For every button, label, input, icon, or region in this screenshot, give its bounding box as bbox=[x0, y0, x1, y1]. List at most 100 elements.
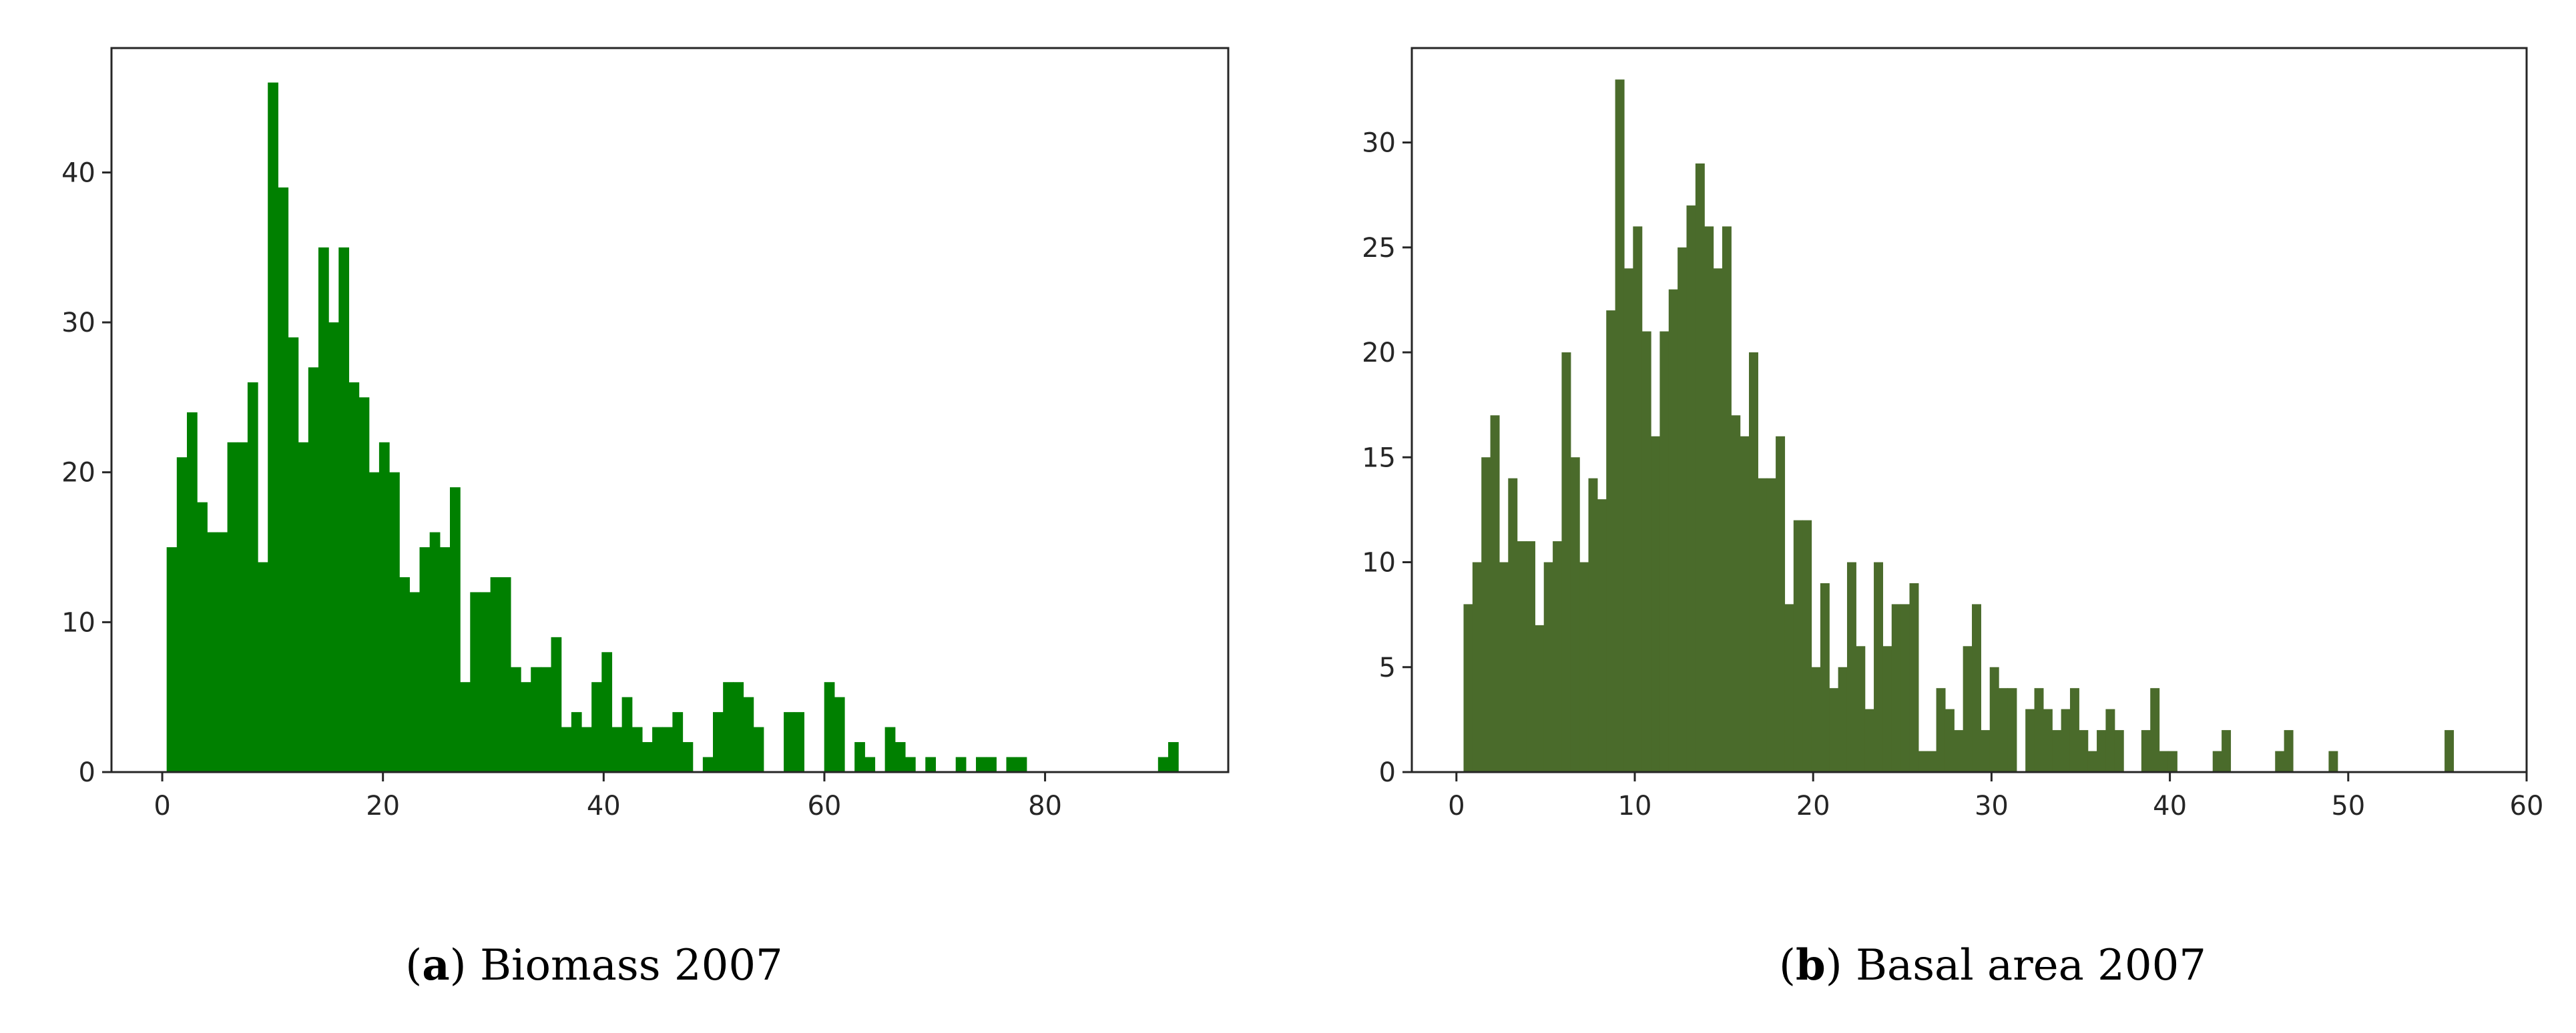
basal-area-bar bbox=[2222, 730, 2232, 772]
basal-area-bar bbox=[2328, 751, 2338, 772]
basal-area-bar bbox=[2167, 751, 2177, 772]
basal-area-bar bbox=[2150, 688, 2160, 772]
biomass-bar bbox=[854, 742, 865, 772]
biomass-bar bbox=[794, 712, 804, 772]
biomass-bar bbox=[591, 682, 602, 772]
basal-area-bar bbox=[2141, 730, 2151, 772]
basal-area-bar bbox=[1811, 667, 1821, 772]
biomass-bar bbox=[955, 757, 967, 772]
basal-area-bar bbox=[1846, 562, 1856, 772]
biomass-bar bbox=[247, 382, 258, 772]
biomass-bar bbox=[217, 532, 228, 772]
basal-area-x-ticks: 0 10 20 30 40 50 60 bbox=[1448, 772, 2543, 821]
basal-area-y-ticks: 0 5 10 15 20 25 30 bbox=[1362, 128, 1412, 788]
basal-area-bar bbox=[2079, 730, 2089, 772]
biomass-bar bbox=[894, 742, 906, 772]
biomass-bar bbox=[298, 442, 309, 772]
biomass-bar bbox=[308, 367, 319, 772]
biomass-bar bbox=[641, 742, 653, 772]
biomass-bar bbox=[176, 457, 188, 772]
basal-area-bar bbox=[1543, 562, 1553, 772]
biomass-x-ticks: 0 20 40 60 80 bbox=[154, 772, 1062, 821]
biomass-bar bbox=[1168, 742, 1179, 772]
biomass-bar bbox=[611, 727, 623, 772]
biomass-bar bbox=[571, 712, 582, 772]
biomass-caption: (a) Biomass 2007 bbox=[405, 940, 783, 990]
basal-area-bar bbox=[1597, 499, 1607, 772]
basal-area-bar bbox=[1508, 478, 1518, 772]
basal-area-x-tick-label: 30 bbox=[1975, 791, 2009, 821]
biomass-bar bbox=[601, 652, 613, 772]
basal-area-bar bbox=[1704, 226, 1714, 772]
basal-area-bar bbox=[1659, 331, 1669, 772]
basal-area-bar bbox=[1793, 520, 1803, 772]
biomass-y-tick-label: 40 bbox=[61, 157, 95, 188]
biomass-bar bbox=[470, 592, 481, 772]
basal-area-bar bbox=[1553, 541, 1563, 772]
basal-area-histogram-panel: 0 5 10 15 20 25 30 0 10 20 30 40 50 60 (b) Basal are… bbox=[1362, 47, 2543, 990]
basal-area-bar bbox=[1999, 688, 2009, 772]
biomass-bar bbox=[864, 757, 876, 772]
biomass-bar bbox=[490, 577, 501, 772]
biomass-bar bbox=[672, 712, 684, 772]
biomass-bar bbox=[976, 757, 987, 772]
basal-area-bar bbox=[1749, 352, 1758, 772]
biomass-bar bbox=[621, 697, 633, 772]
basal-area-bar bbox=[1740, 436, 1750, 772]
basal-area-bar bbox=[1535, 625, 1545, 772]
basal-area-bar bbox=[1766, 478, 1776, 772]
basal-area-bar bbox=[2043, 709, 2053, 772]
basal-area-bar bbox=[2087, 751, 2097, 772]
basal-area-bar bbox=[1900, 604, 1910, 772]
biomass-x-tick-label: 20 bbox=[366, 791, 400, 821]
biomass-x-tick-label: 60 bbox=[807, 791, 841, 821]
basal-area-bar bbox=[2052, 730, 2062, 772]
biomass-bar bbox=[521, 682, 531, 772]
basal-area-bar bbox=[1722, 226, 1732, 772]
basal-area-bar bbox=[1641, 331, 1651, 772]
biomass-bar bbox=[348, 382, 360, 772]
basal-area-bar bbox=[2159, 751, 2169, 772]
basal-area-bar bbox=[1615, 79, 1625, 772]
basal-area-bar bbox=[2061, 709, 2071, 772]
basal-area-x-tick-label: 50 bbox=[2331, 791, 2365, 821]
basal-area-bar bbox=[1909, 583, 1919, 772]
basal-area-bar bbox=[1633, 226, 1643, 772]
basal-area-bar bbox=[2212, 751, 2222, 772]
biomass-bar bbox=[278, 187, 289, 772]
biomass-bar bbox=[480, 592, 491, 772]
biomass-bar bbox=[510, 667, 521, 772]
biomass-bar bbox=[358, 397, 370, 772]
basal-area-y-tick-label: 25 bbox=[1362, 233, 1396, 264]
biomass-bar bbox=[460, 682, 471, 772]
biomass-bars bbox=[166, 82, 1179, 773]
basal-area-bar bbox=[1972, 604, 1981, 772]
biomass-bar bbox=[905, 757, 916, 772]
basal-area-bar bbox=[1499, 562, 1509, 772]
basal-area-y-tick-label: 30 bbox=[1362, 128, 1396, 159]
basal-area-y-tick-label: 10 bbox=[1362, 548, 1396, 579]
basal-area-bar bbox=[1526, 541, 1535, 772]
basal-area-bar bbox=[2114, 730, 2124, 772]
basal-area-caption: (b) Basal area 2007 bbox=[1779, 940, 2206, 990]
basal-area-bar bbox=[1989, 667, 1999, 772]
basal-area-bar bbox=[1963, 646, 1973, 772]
basal-area-x-tick-label: 20 bbox=[1796, 791, 1830, 821]
basal-area-bar bbox=[1668, 289, 1678, 772]
basal-area-bar bbox=[1864, 709, 1874, 772]
basal-area-bar bbox=[1490, 415, 1500, 772]
biomass-bar bbox=[834, 697, 845, 772]
biomass-bar bbox=[884, 727, 896, 772]
biomass-y-ticks: 0 10 20 30 40 bbox=[61, 157, 111, 788]
basal-area-bar bbox=[1838, 667, 1848, 772]
biomass-histogram-panel: 0 10 20 30 40 0 20 40 60 80 (a) Biomass 2007 bbox=[61, 47, 1230, 990]
biomass-bar bbox=[378, 442, 390, 772]
biomass-x-tick-label: 0 bbox=[154, 791, 170, 821]
basal-area-bar bbox=[2275, 751, 2285, 772]
biomass-bar bbox=[500, 577, 511, 772]
biomass-bar bbox=[723, 682, 734, 772]
basal-area-bar bbox=[1927, 751, 1937, 772]
basal-area-y-tick-label: 0 bbox=[1379, 757, 1396, 788]
biomass-bar bbox=[561, 727, 572, 772]
